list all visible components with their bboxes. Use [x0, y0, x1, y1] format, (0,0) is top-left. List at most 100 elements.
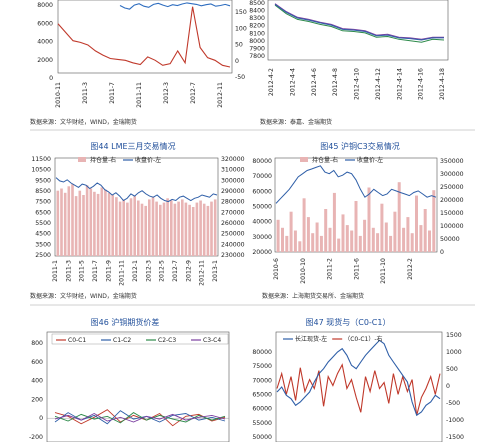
p3-open-interest-bar: [133, 196, 136, 256]
p3-left-tick-label: 6500: [35, 209, 51, 216]
p6-left-axis: 80000 75000 70000 65000 60000 55000 50000: [252, 349, 272, 441]
p3-x-tick-label: 2012-11: [199, 260, 206, 286]
legend-label: 收盘价-左: [357, 156, 383, 164]
p2-plot-frame: [267, 0, 449, 61]
legend-label: C0-C1: [68, 337, 86, 344]
legend-label: 收盘价-左: [135, 156, 161, 164]
p3-title: 图44 LME三月交易情况: [90, 141, 175, 151]
p1-x-tick-label: 2011-7: [109, 82, 116, 104]
p3-open-interest-bar: [107, 192, 111, 256]
p2-y-tick-label: 8000: [249, 38, 265, 45]
p3-open-interest-bar: [162, 202, 166, 256]
p1-right-tick-label: 0: [235, 58, 239, 65]
p4-open-interest-bar: [354, 201, 358, 252]
p6-right-tick-label: 1500: [446, 332, 462, 339]
p3-open-interest-bar: [181, 199, 184, 256]
p4-open-interest-bar: [319, 235, 323, 252]
p6-right-tick-label: -500: [446, 400, 460, 407]
p3-open-interest-bar: [115, 197, 118, 256]
p1-series-right-line: [119, 2, 231, 10]
p2-x-tick-label: 2012-4-12: [375, 68, 382, 100]
p3-left-tick-label: 2500: [35, 252, 51, 259]
p3-open-interest-bar: [74, 196, 78, 256]
p3-right-tick-label: 280000: [221, 199, 245, 206]
p3-open-interest-bar: [151, 197, 155, 256]
p4-open-interest-bar: [350, 230, 354, 252]
p3-left-tick-label: 4500: [35, 231, 51, 238]
p3-right-tick-label: 310000: [221, 167, 245, 174]
p4-open-interest-bar: [371, 227, 375, 252]
p3-open-interest-bar: [104, 189, 107, 256]
legend-label: 长江现货-左: [295, 335, 327, 343]
p3-open-interest-bar: [67, 186, 71, 256]
p3-right-tick-label: 260000: [221, 220, 245, 227]
p3-x-tick-label: 2012-9: [185, 260, 192, 282]
p3-left-tick-label: 8500: [35, 188, 51, 195]
p2-x-tick-label: 2012-4-6: [311, 68, 318, 96]
p1-right-axis: 150 100 50 0 -50: [235, 9, 247, 81]
p4-open-interest-bar: [384, 222, 388, 252]
p3-plot-frame: [54, 157, 219, 257]
p3-left-tick-label: 10500: [31, 167, 51, 174]
p2-y-tick-label: 7800: [249, 53, 265, 60]
p4-open-interest-bar: [410, 233, 414, 252]
p5-plot-frame: [46, 331, 230, 442]
p3-left-axis: 11500 10500 9500 8500 7500 6500 5500 4500 3500 25…: [31, 156, 51, 259]
p6-left-tick-label: 70000: [252, 377, 272, 384]
legend-label: 持仓量-右: [312, 156, 338, 164]
p1-right-tick-label: 100: [235, 25, 247, 32]
p6-plot-frame: [275, 331, 443, 442]
p2-x-tick-label: 2012-4-2: [268, 68, 275, 96]
p4-open-interest-bar: [281, 227, 284, 252]
p3-x-tick-label: 2012-5: [159, 260, 166, 282]
p3-open-interest-bar: [159, 204, 162, 256]
p1-x-tick-label: 2011-3: [82, 82, 89, 104]
p4-open-interest-bar: [324, 209, 328, 252]
p4-left-tick-label: 50000: [252, 204, 272, 211]
p2-y-tick-label: 7900: [249, 45, 265, 52]
p1-left-axis: 8000 6000 4000 2000 0: [37, 2, 53, 82]
p3-open-interest-bar: [210, 201, 213, 256]
panel-6: 图47 现货与（C0-C1） 80000 75000 70000 65000 60000…: [252, 317, 464, 442]
p6-left-tick-label: 50000: [252, 434, 272, 441]
p3-open-interest-bar: [166, 198, 169, 256]
p3-open-interest-bar: [140, 203, 144, 256]
p3-open-interest-bar: [144, 205, 147, 256]
p3-source: 数据来源：文华财经，WIND，金瑞期货: [30, 292, 137, 300]
p6-right-tick-label: -1000: [446, 417, 464, 424]
legend-label: （C0-C1）-右: [344, 335, 382, 343]
p2-x-tick-label: 2012-4-4: [289, 68, 296, 96]
p5-y-tick-label: 600: [31, 359, 43, 366]
p4-right-tick-label: 350000: [440, 158, 464, 165]
p3-legend: 持仓量-右 收盘价-左: [78, 156, 161, 164]
p3-open-interest-bar: [82, 195, 85, 256]
p3-open-interest-bar: [89, 188, 93, 256]
p3-right-tick-label: 290000: [221, 188, 245, 195]
p3-open-interest-bar: [129, 198, 133, 256]
p4-close-price-line: [275, 165, 437, 204]
p6-left-tick-label: 55000: [252, 420, 272, 427]
p3-right-axis: 320000 310000 300000 290000 280000 270000 2600…: [221, 156, 245, 259]
p4-open-interest-bar: [428, 230, 431, 252]
p4-open-interest-bar: [423, 209, 427, 252]
p3-open-interest-bar: [202, 203, 206, 256]
p6-right-tick-label: 1000: [446, 349, 462, 356]
p4-right-axis: 350000 300000 250000 200000 150000 100000 5000…: [440, 158, 464, 256]
p1-x-tick-label: 2011-11: [136, 82, 143, 108]
p2-series-line-2: [274, 4, 445, 43]
p3-x-tick-label: 2011-9: [105, 260, 112, 282]
p4-line: [275, 165, 437, 204]
p3-open-interest-bar: [206, 205, 210, 256]
p3-x-tick-label: 2012-1: [132, 260, 139, 282]
p3-open-interest-bar: [96, 193, 100, 256]
p3-x-tick-label: 2011-11: [119, 260, 126, 286]
p4-open-interest-bar: [345, 225, 349, 252]
p2-series-line-1: [274, 3, 444, 40]
p3-open-interest-bar: [213, 199, 217, 256]
p4-open-interest-bar: [293, 230, 297, 252]
p4-left-tick-label: 80000: [252, 158, 272, 165]
p1-left-tick-label: 8000: [37, 2, 53, 9]
p4-open-interest-bar: [276, 219, 280, 252]
p4-open-interest-bar: [311, 233, 315, 252]
